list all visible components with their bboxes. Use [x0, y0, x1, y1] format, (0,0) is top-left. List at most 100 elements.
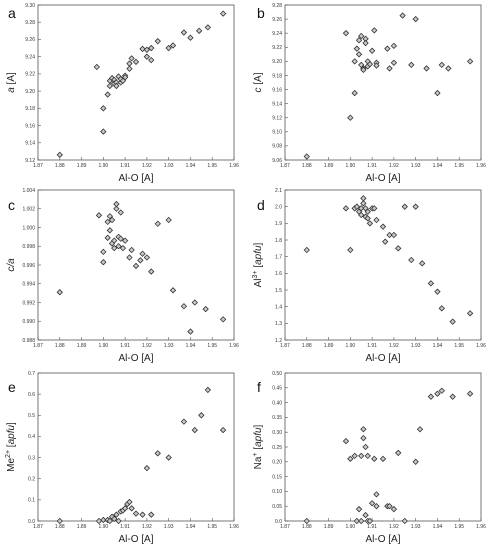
data-point [93, 63, 100, 71]
data-point [371, 205, 378, 212]
x-tick-label: 1.92 [389, 163, 399, 169]
x-tick-label: 1.90 [345, 524, 355, 530]
y-tick-label: 0.2 [28, 477, 35, 483]
y-tick-label: 2.0 [275, 204, 282, 210]
panel-f: f 1.87 1.88 1.89 1.90 1.91 1.92 1.93 1.94 1.95 1.9… [252, 371, 486, 545]
plot-frame [37, 4, 235, 161]
x-tick-label: 1.91 [367, 524, 377, 530]
y-tick-label: 0.30 [272, 430, 282, 436]
y-tick-label: 1.000 [22, 225, 35, 231]
data-point [353, 517, 361, 525]
data-point [139, 250, 146, 257]
data-point [198, 412, 205, 419]
data-point [56, 289, 63, 296]
y-tick-label: 0.0 [28, 519, 35, 525]
x-tick-label: 1.87 [280, 524, 290, 530]
x-tick-label: 1.91 [120, 163, 130, 169]
data-point [128, 505, 135, 512]
data-point [379, 223, 387, 230]
panel-letter: b [257, 5, 265, 21]
x-axis-label: Al-O [A] [365, 353, 400, 364]
x-tick-label: 1.89 [77, 343, 87, 349]
y-tick-label: 9.22 [25, 72, 35, 78]
y-axis-label: c [A] [253, 72, 264, 92]
data-point [117, 235, 124, 242]
data-point [364, 208, 371, 215]
panel-letter: f [257, 379, 261, 395]
y-tick-label: 0.0 [275, 519, 282, 525]
y-tick-label: 9.26 [25, 37, 35, 43]
x-tick-label: 1.92 [389, 343, 399, 349]
panel-b: b 1.87 1.88 1.89 1.90 1.91 1.92 1.93 1.94 1.95 1.9… [253, 3, 486, 184]
y-tick-label: 0.990 [22, 319, 35, 325]
data-point [165, 454, 172, 461]
x-tick-label: 1.91 [120, 343, 130, 349]
data-point [180, 303, 188, 310]
data-point [466, 58, 474, 65]
data-point [180, 29, 188, 36]
y-tick-label: 9.20 [25, 89, 35, 95]
panel-d: d 1.87 1.88 1.89 1.90 1.91 1.92 1.93 1.94 1.95 1.9… [252, 188, 486, 364]
data-point [371, 455, 378, 463]
data-point [449, 318, 456, 325]
data-point [412, 203, 419, 210]
data-point [111, 244, 118, 252]
y-tick-label: 0.7 [28, 371, 35, 377]
x-tick-label: 1.95 [207, 343, 217, 349]
data-point [104, 218, 111, 226]
data-point [180, 418, 188, 425]
data-point [360, 426, 367, 433]
x-axis-label: Al-O [A] [118, 534, 153, 545]
plot-frame [37, 372, 235, 522]
y-tick-label: 0.15 [272, 474, 282, 480]
plot-frame [284, 189, 482, 341]
y-tick-label: 1.2 [275, 338, 282, 344]
data-point [128, 246, 135, 254]
x-tick-label: 1.93 [411, 163, 421, 169]
data-point [390, 42, 398, 50]
data-point [191, 299, 198, 306]
x-tick-label: 1.96 [229, 524, 239, 530]
x-tick-label: 1.88 [302, 163, 312, 169]
x-tick-label: 1.94 [433, 343, 443, 349]
data-point [154, 38, 161, 45]
y-tick-label: 9.12 [272, 116, 282, 122]
y-tick-label: 9.24 [25, 54, 35, 60]
data-point [364, 452, 371, 460]
x-tick-label: 1.92 [142, 524, 152, 530]
data-point [351, 89, 358, 97]
y-tick-label: 9.28 [272, 3, 282, 9]
data-point [111, 237, 118, 244]
data-point [355, 51, 363, 58]
y-axis-label: Al3+ [apfu] [252, 242, 264, 287]
data-point [379, 455, 387, 463]
data-point [106, 82, 114, 90]
data-point [95, 517, 103, 525]
data-point [100, 516, 107, 524]
data-point [204, 24, 212, 31]
y-tick-label: 0.988 [22, 338, 35, 344]
data-point [366, 517, 374, 525]
x-tick-label: 1.94 [186, 343, 196, 349]
panel-c: c 1.87 1.88 1.89 1.90 1.91 1.92 1.93 1.94 1.95 1.9… [6, 188, 239, 364]
data-point [117, 209, 124, 216]
x-tick-label: 1.88 [302, 524, 312, 530]
y-axis-label: Na+ [apfu] [252, 424, 264, 469]
y-tick-label: 0.992 [22, 300, 35, 306]
y-axis-label: Me2+ [apfu] [5, 422, 17, 472]
data-point [347, 246, 354, 254]
data-point [427, 393, 435, 400]
data-point [219, 10, 227, 17]
panel-letter: c [8, 197, 15, 213]
y-tick-label: 9.10 [272, 130, 282, 136]
data-point [106, 227, 114, 234]
data-point [347, 455, 354, 463]
x-tick-label: 1.88 [55, 343, 65, 349]
data-point [187, 34, 194, 41]
data-point [362, 39, 369, 47]
data-point [128, 55, 135, 62]
y-tick-label: 9.14 [272, 101, 282, 107]
data-point [143, 254, 151, 261]
data-point [111, 515, 118, 523]
